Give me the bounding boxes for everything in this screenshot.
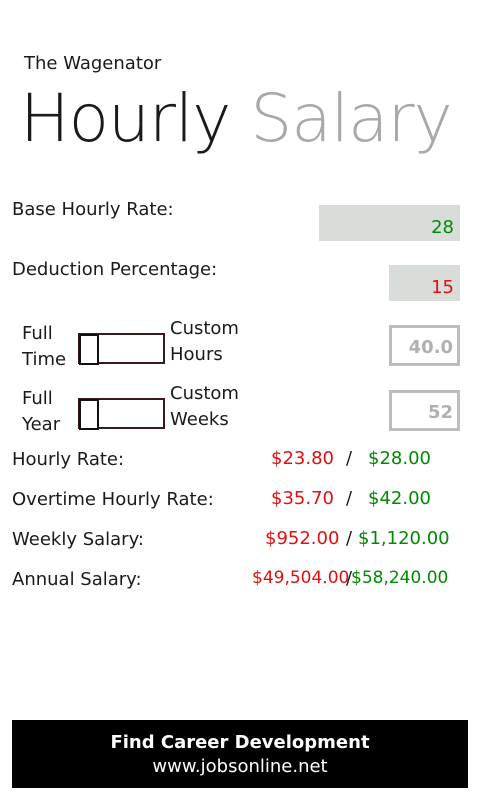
full-year-toggle-thumb[interactable] (79, 399, 99, 430)
result-net-hourly: $23.80 (271, 448, 334, 469)
full-time-label-line2: Time (22, 349, 67, 370)
result-separator-overtime: / (346, 488, 353, 509)
custom-hours-label-line2: Hours (170, 344, 223, 365)
custom-hours-label: Custom Hours (170, 316, 239, 368)
page-header: Hourly Salary (20, 80, 453, 157)
custom-weeks-label: Custom Weeks (170, 381, 239, 433)
result-gross-hourly: $28.00 (368, 448, 431, 469)
custom-weeks-label-line1: Custom (170, 383, 239, 404)
full-year-label: Full Year (22, 386, 60, 438)
result-net-weekly: $952.00 (265, 528, 340, 549)
result-separator-annual: / (346, 568, 353, 589)
custom-weeks-label-line2: Weeks (170, 409, 229, 430)
base-rate-input[interactable]: 28 (319, 205, 460, 241)
result-gross-weekly: $1,120.00 (358, 528, 450, 549)
full-year-label-line2: Year (22, 414, 61, 435)
result-label-overtime: Overtime Hourly Rate: (12, 489, 214, 510)
career-ad-banner[interactable]: Find Career Development www.jobsonline.n… (12, 720, 468, 788)
page-header-secondary: Salary (250, 80, 452, 157)
app-title: The Wagenator (24, 53, 162, 74)
result-label-weekly: Weekly Salary: (12, 529, 144, 550)
banner-url: www.jobsonline.net (152, 756, 328, 777)
result-gross-annual: $58,240.00 (351, 568, 449, 588)
deduction-input[interactable]: 15 (389, 265, 460, 301)
full-year-toggle[interactable] (78, 398, 165, 430)
result-gross-overtime: $42.00 (368, 488, 431, 509)
custom-hours-input[interactable]: 40.0 (389, 325, 460, 366)
base-rate-label: Base Hourly Rate: (12, 199, 174, 220)
custom-hours-label-line1: Custom (170, 318, 239, 339)
result-label-annual: Annual Salary: (12, 569, 142, 590)
full-time-toggle-thumb[interactable] (79, 334, 99, 365)
result-separator-weekly: / (346, 528, 353, 549)
result-net-overtime: $35.70 (271, 488, 334, 509)
full-time-label-line1: Full (22, 323, 53, 344)
deduction-label: Deduction Percentage: (12, 259, 218, 280)
full-year-label-line1: Full (22, 388, 53, 409)
full-time-toggle[interactable] (78, 333, 165, 365)
result-net-annual: $49,504.00 (252, 568, 350, 588)
custom-weeks-input[interactable]: 52 (389, 390, 460, 431)
banner-headline: Find Career Development (110, 732, 370, 753)
result-label-hourly: Hourly Rate: (12, 449, 125, 470)
result-separator-hourly: / (346, 448, 353, 469)
page-header-primary: Hourly (20, 80, 231, 157)
full-time-label: Full Time (22, 321, 66, 373)
